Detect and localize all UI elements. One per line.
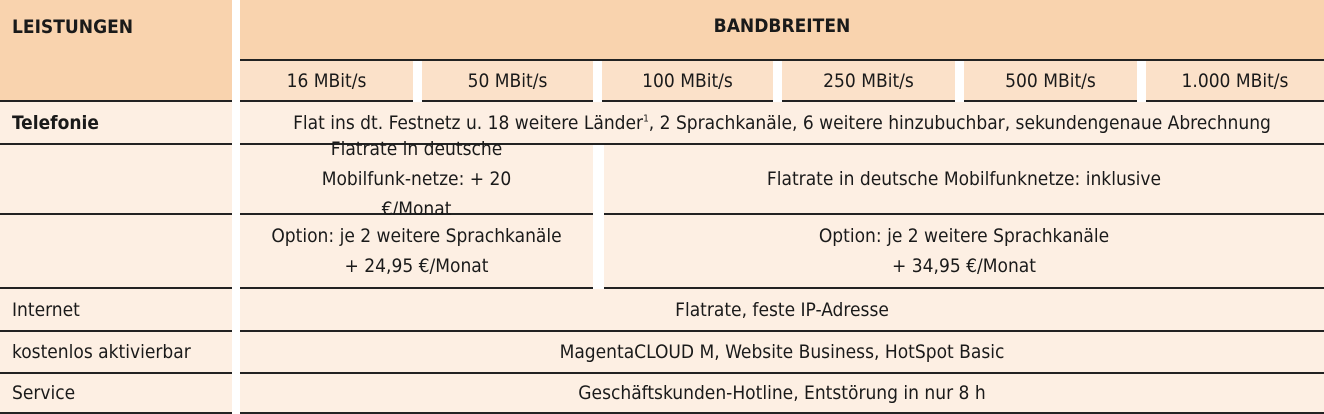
- kostenlos-value: MagentaCLOUD M, Website Business, HotSpo…: [240, 332, 1324, 374]
- telefonie-text: Flat ins dt. Festnetz u. 18 weitere Länd…: [293, 111, 644, 134]
- label-service: Service: [0, 374, 232, 414]
- option-low-line1: Option: je 2 weitere Sprachkanäle: [271, 225, 562, 247]
- bandwidth-1000: 1.000 MBit/s: [1146, 61, 1324, 102]
- service-value: Geschäftskunden-Hotline, Entstörung in n…: [240, 374, 1324, 414]
- label-option: [0, 215, 232, 289]
- label-telefonie: Telefonie: [0, 102, 232, 145]
- label-internet: Internet: [0, 289, 232, 332]
- option-low: Option: je 2 weitere Sprachkanäle + 24,9…: [240, 215, 593, 289]
- option-low-line2: + 24,95 €/Monat: [344, 255, 489, 277]
- bandwidth-16: 16 MBit/s: [240, 61, 413, 102]
- header-bandbreiten: BANDBREITEN: [240, 0, 1324, 61]
- option-high-line1: Option: je 2 weitere Sprachkanäle: [818, 225, 1110, 247]
- telefonie-value: Flat ins dt. Festnetz u. 18 weitere Länd…: [240, 102, 1324, 145]
- footnote-marker: 1: [643, 113, 649, 125]
- label-kostenlos: kostenlos aktivierbar: [0, 332, 232, 374]
- bandwidth-50: 50 MBit/s: [422, 61, 593, 102]
- mobil-low: Flatrate in deutsche Mobilfunk-netze: + …: [240, 138, 593, 220]
- option-high-line2: + 34,95 €/Monat: [892, 255, 1036, 277]
- header-leistungen: LEISTUNGEN: [0, 0, 232, 102]
- bandwidth-250: 250 MBit/s: [782, 61, 955, 102]
- bandwidth-100: 100 MBit/s: [602, 61, 773, 102]
- telefonie-text-after: , 2 Sprachkanäle, 6 weitere hinzubuchbar…: [648, 111, 1271, 134]
- option-high: Option: je 2 weitere Sprachkanäle + 34,9…: [604, 215, 1324, 289]
- label-mobil: [0, 145, 232, 215]
- mobil-high: Flatrate in deutsche Mobilfunknetze: ink…: [604, 145, 1324, 215]
- bandwidth-500: 500 MBit/s: [964, 61, 1137, 102]
- internet-value: Flatrate, feste IP-Adresse: [240, 289, 1324, 332]
